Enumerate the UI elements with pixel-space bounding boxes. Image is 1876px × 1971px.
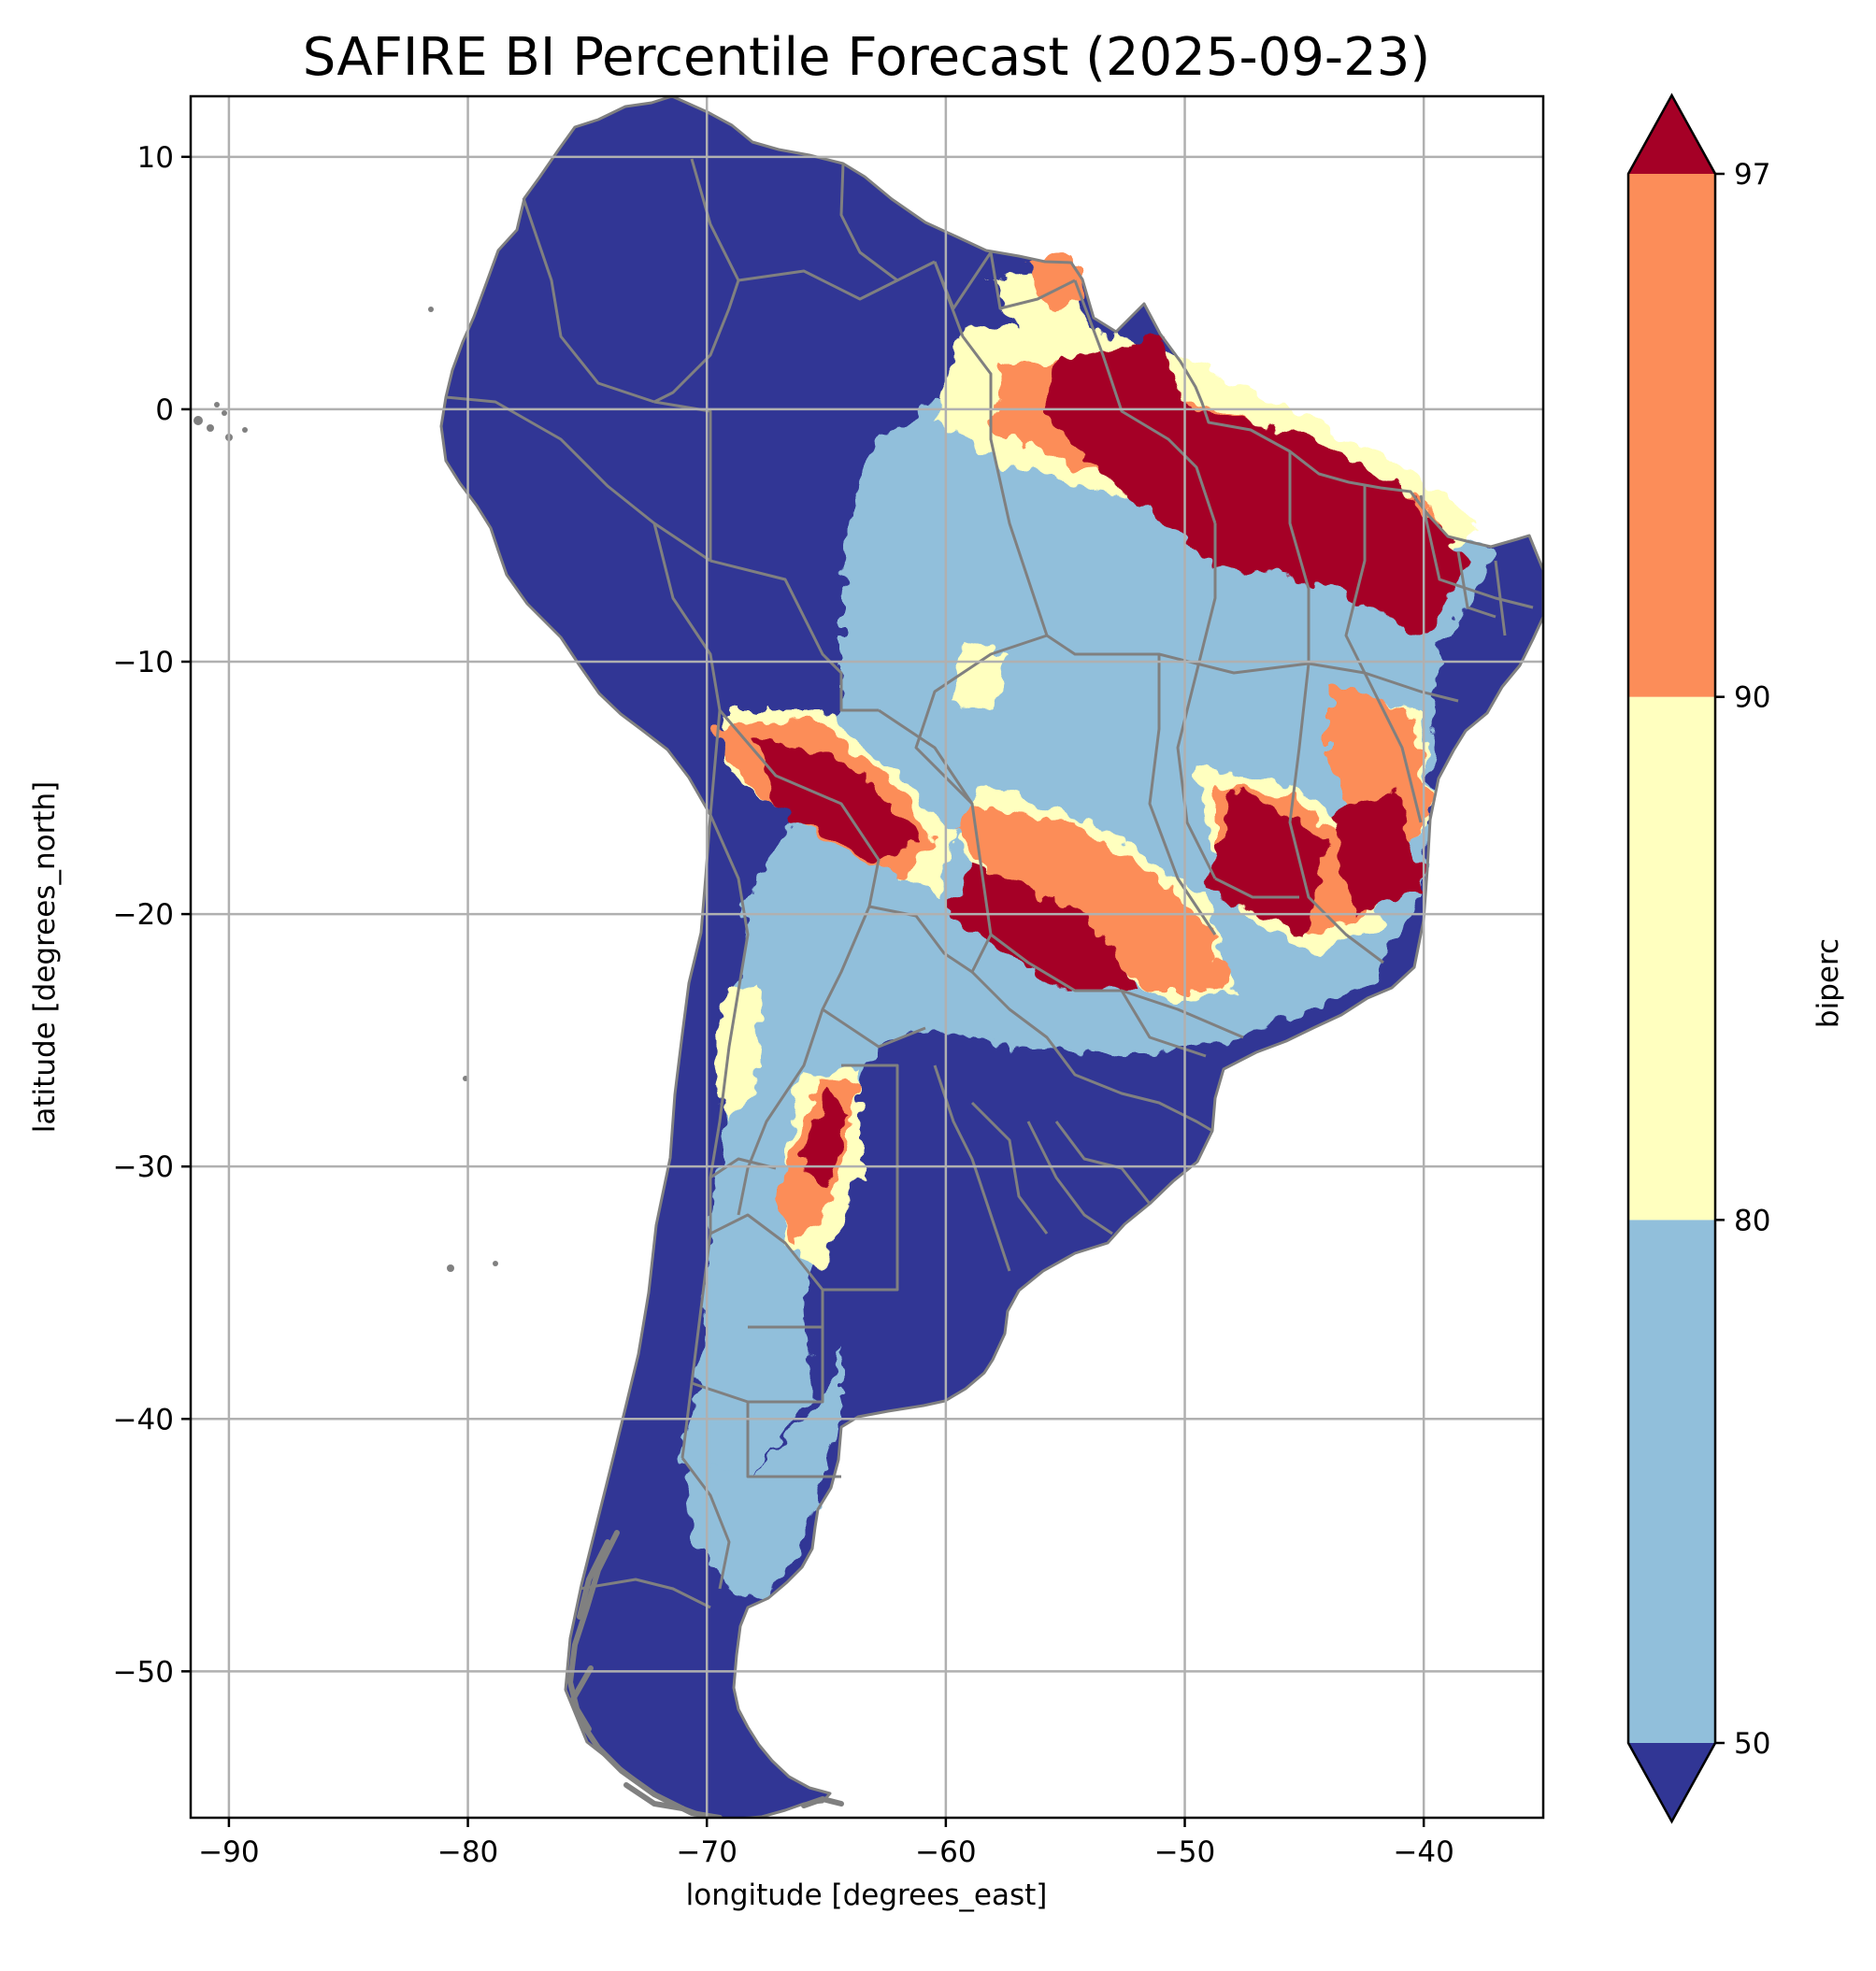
x-axis-label: longitude [degrees_east] [686,1878,1048,1912]
y-tick-label: −10 [113,646,174,679]
x-axis-ticks: −90 −80 −70 −60 −50 −40 [198,1818,1454,1869]
colorbar-segment [1628,174,1715,697]
colorbar-label: biperc [1812,938,1845,1028]
colorbar-tick-label: 80 [1734,1204,1770,1237]
y-tick-label: −50 [113,1655,174,1689]
colorbar-tick-label: 50 [1734,1727,1770,1761]
map-axes-frame [189,94,1545,1820]
hotspot-region [1327,788,1425,915]
y-tick-label: 0 [155,393,174,427]
hotspot-region [945,864,1138,991]
map-title: SAFIRE BI Percentile Forecast (2025-09-2… [303,27,1430,88]
hotspot-region [754,737,923,864]
colorbar-segment [1628,1220,1715,1743]
map-layers [193,96,1543,1818]
x-tick-label: −50 [1154,1835,1215,1869]
colorbar: 50 80 90 97 [1626,93,1770,1824]
map-gridlines [191,96,1543,1818]
colorbar-tick-label: 97 [1734,158,1770,192]
y-tick-label: 10 [137,141,174,175]
y-axis-ticks: 10 0 −10 −20 −30 −40 −50 [113,141,191,1689]
galapagos-islands [193,402,248,441]
map-panel: −90 −80 −70 −60 −50 −40 10 0 −10 −20 −30 −40 −50 [113,94,1545,1869]
y-tick-label: −20 [113,898,174,932]
fjord-islands [566,1530,844,1818]
x-tick-label: −40 [1393,1835,1454,1869]
colorbar-segment [1628,696,1715,1221]
colorbar-extend-min [1628,1743,1715,1821]
colorbar-extend-max [1628,95,1715,174]
x-tick-label: −80 [437,1835,498,1869]
y-axis-label: latitude [degrees_north] [28,781,62,1133]
x-tick-label: −90 [198,1835,259,1869]
y-tick-label: −30 [113,1150,174,1184]
y-tick-label: −40 [113,1403,174,1436]
x-tick-label: −60 [915,1835,976,1869]
x-tick-label: −70 [677,1835,738,1869]
colorbar-tick-label: 90 [1734,681,1770,715]
hotspot-region [1209,788,1328,940]
map-borders [439,96,1543,1818]
